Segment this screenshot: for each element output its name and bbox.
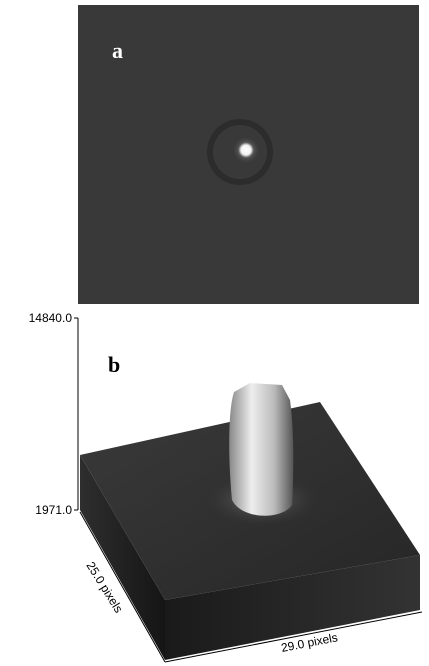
z-max-label: 14840.0 <box>29 311 73 325</box>
panel-label: a <box>112 38 123 63</box>
panel-b: 14840.0 1971.0 b 25.0 pixels 29.0 pixels <box>29 311 422 662</box>
panel-label: b <box>108 352 120 377</box>
peak <box>229 383 293 516</box>
figure: a 14840.0 1971.0 b 25.0 pixels 29.0 pixe… <box>0 0 429 666</box>
z-min-label: 1971.0 <box>35 503 72 517</box>
bright-spot <box>232 136 260 164</box>
panel-a: a <box>78 5 419 304</box>
